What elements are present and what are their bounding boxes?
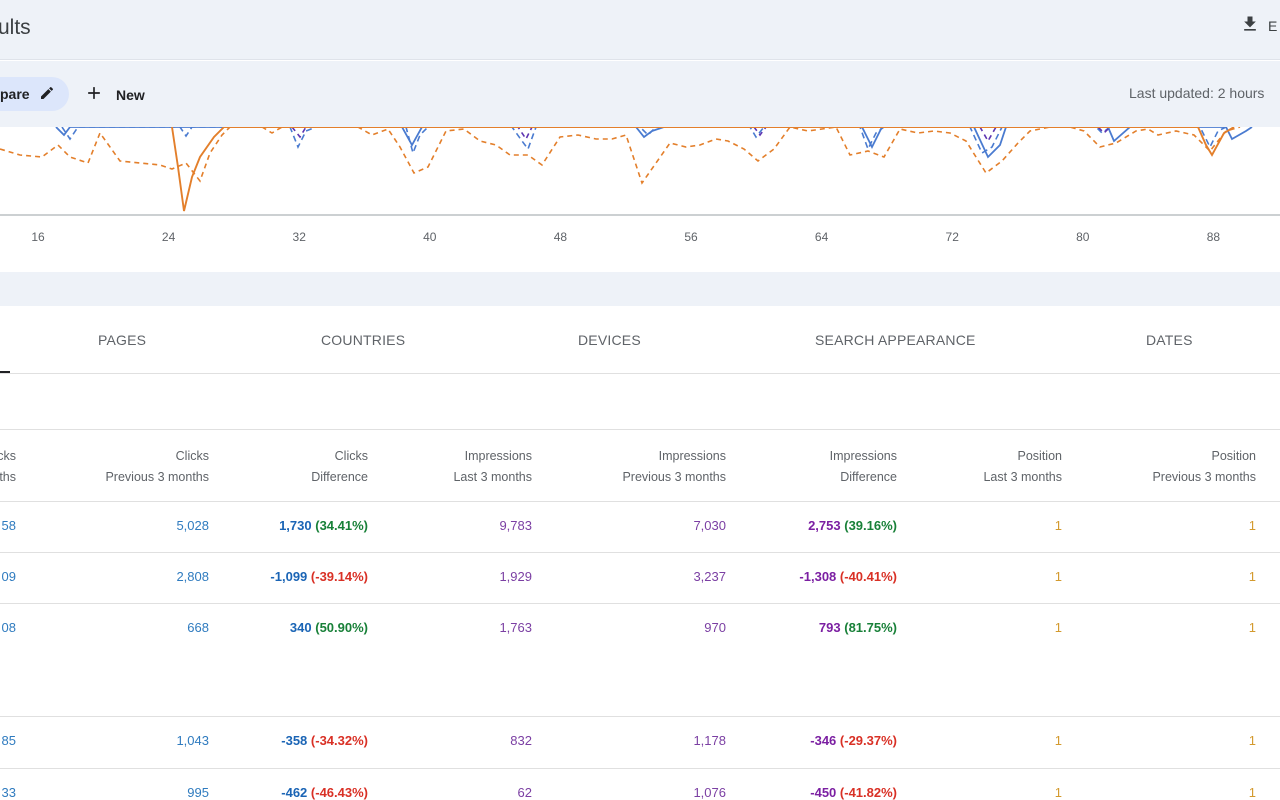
plus-icon: [84, 83, 104, 106]
position-last-cell: 1: [1054, 569, 1062, 584]
clicks-difference-cell: -1,099 (-39.14%): [270, 569, 368, 584]
tab-devices[interactable]: DEVICES: [578, 332, 641, 348]
x-tick-label: 56: [684, 230, 698, 244]
clicks-previous-cell: 668: [187, 620, 209, 635]
impressions-difference-cell: -346 (-29.37%): [810, 733, 897, 748]
impressions-difference-cell: -1,308 (-40.41%): [799, 569, 897, 584]
impressions-difference-cell: 793 (81.75%): [818, 620, 897, 635]
table-header: cks ths Clicks Previous 3 months Clicks Dif…: [0, 429, 1280, 502]
compare-label: pare: [0, 86, 30, 102]
impressions-previous-cell: 1,178: [693, 733, 726, 748]
tab-pages[interactable]: PAGES: [98, 332, 147, 348]
page-title: ults: [0, 16, 31, 39]
section-divider: [0, 272, 1280, 306]
active-tab-indicator: [0, 371, 10, 373]
impressions-last-cell: 9,783: [499, 518, 532, 533]
new-label: New: [116, 86, 145, 103]
position-previous-cell: 1: [1248, 620, 1256, 635]
column-position-previous[interactable]: Position Previous 3 months: [1152, 449, 1256, 484]
x-axis-ticks: 16 24 32 40 48 56 64 72 80 88: [31, 230, 1220, 244]
clicks-previous-cell: 2,808: [176, 569, 209, 584]
x-tick-label: 32: [293, 230, 307, 244]
table-row[interactable]: 33 995 -462 (-46.43%) 62 1,076 -450 (-41…: [0, 769, 1280, 800]
clicks-difference-cell: -358 (-34.32%): [281, 733, 368, 748]
x-tick-label: 48: [554, 230, 568, 244]
new-filter-button[interactable]: New: [84, 83, 145, 106]
export-button[interactable]: E: [1240, 14, 1277, 37]
last-updated-text: Last updated: 2 hours: [1129, 85, 1265, 101]
clicks-difference-cell: 340 (50.90%): [289, 620, 368, 635]
clicks-last-cell: 85: [1, 733, 16, 748]
table-row[interactable]: 09 2,808 -1,099 (-39.14%) 1,929 3,237 -1…: [0, 553, 1280, 604]
position-previous-cell: 1: [1248, 785, 1256, 800]
clicks-previous-cell: 1,043: [176, 733, 209, 748]
position-last-cell: 1: [1054, 620, 1062, 635]
x-tick-label: 24: [162, 230, 176, 244]
clicks-last-cell: 08: [1, 620, 16, 635]
table-row[interactable]: 08 668 340 (50.90%) 1,763 970 793 (81.75…: [0, 604, 1280, 717]
tab-dates[interactable]: DATES: [1146, 332, 1193, 348]
clicks-difference-cell: 1,730 (34.41%): [279, 518, 368, 533]
clicks-line: [55, 127, 1253, 159]
impressions-last-cell: 1,763: [499, 620, 532, 635]
x-tick-label: 16: [31, 230, 45, 244]
impressions-last-cell: 62: [517, 785, 532, 800]
impressions-previous-cell: 970: [704, 620, 726, 635]
clicks-last-cell: 09: [1, 569, 16, 584]
column-impressions-difference[interactable]: Impressions Difference: [829, 449, 897, 484]
chart-lines: [0, 127, 1253, 212]
chart-canvas: 16 24 32 40 48 56 64 72 80 88: [0, 127, 1280, 244]
clicks-difference-cell: -462 (-46.43%): [281, 785, 368, 800]
tab-countries[interactable]: COUNTRIES: [321, 332, 406, 348]
download-icon: [1240, 14, 1260, 37]
column-impressions-previous[interactable]: Impressions Previous 3 months: [622, 449, 726, 484]
impressions-last-cell: 1,929: [499, 569, 532, 584]
tab-search-appearance[interactable]: SEARCH APPEARANCE: [815, 332, 976, 348]
column-position-last[interactable]: Position Last 3 months: [983, 449, 1062, 484]
x-tick-label: 40: [423, 230, 437, 244]
clicks-previous-line: [61, 127, 1227, 156]
position-previous-cell: 1: [1248, 569, 1256, 584]
position-previous-cell: 1: [1248, 733, 1256, 748]
column-clicks-previous[interactable]: Clicks Previous 3 months: [105, 449, 209, 484]
x-tick-label: 80: [1076, 230, 1090, 244]
x-tick-label: 64: [815, 230, 829, 244]
impressions-last-cell: 832: [510, 733, 532, 748]
filter-bar: pare New Last updated: 2 hours: [0, 61, 1280, 127]
page-header: ults E: [0, 0, 1280, 60]
clicks-previous-cell: 5,028: [176, 518, 209, 533]
dimension-tabs: PAGES COUNTRIES DEVICES SEARCH APPEARANC…: [0, 306, 1280, 374]
position-last-cell: 1: [1054, 518, 1062, 533]
performance-chart: 16 24 32 40 48 56 64 72 80 88: [0, 127, 1280, 272]
impressions-line: [291, 127, 1111, 143]
export-label: E: [1268, 17, 1278, 34]
position-previous-cell: 1: [1248, 518, 1256, 533]
position-previous-line: [0, 127, 1241, 185]
clicks-last-cell: 33: [1, 785, 16, 800]
table-row[interactable]: 58 5,028 1,730 (34.41%) 9,783 7,030 2,75…: [0, 502, 1280, 553]
x-tick-label: 88: [1207, 230, 1221, 244]
position-line: [171, 127, 1235, 212]
column-impressions-last[interactable]: Impressions Last 3 months: [453, 449, 532, 484]
table-row[interactable]: 85 1,043 -358 (-34.32%) 832 1,178 -346 (…: [0, 717, 1280, 769]
clicks-last-cell: 58: [1, 518, 16, 533]
position-last-cell: 1: [1054, 733, 1062, 748]
compare-chip[interactable]: pare: [0, 77, 69, 111]
column-clicks-last[interactable]: cks ths: [0, 449, 16, 484]
impressions-difference-cell: -450 (-41.82%): [810, 785, 897, 800]
impressions-difference-cell: 2,753 (39.16%): [808, 518, 897, 533]
column-clicks-difference[interactable]: Clicks Difference: [311, 449, 368, 484]
clicks-previous-cell: 995: [187, 785, 209, 800]
pencil-icon: [39, 85, 55, 104]
impressions-previous-cell: 7,030: [693, 518, 726, 533]
impressions-previous-cell: 1,076: [693, 785, 726, 800]
position-last-cell: 1: [1054, 785, 1062, 800]
x-tick-label: 72: [946, 230, 960, 244]
impressions-previous-cell: 3,237: [693, 569, 726, 584]
